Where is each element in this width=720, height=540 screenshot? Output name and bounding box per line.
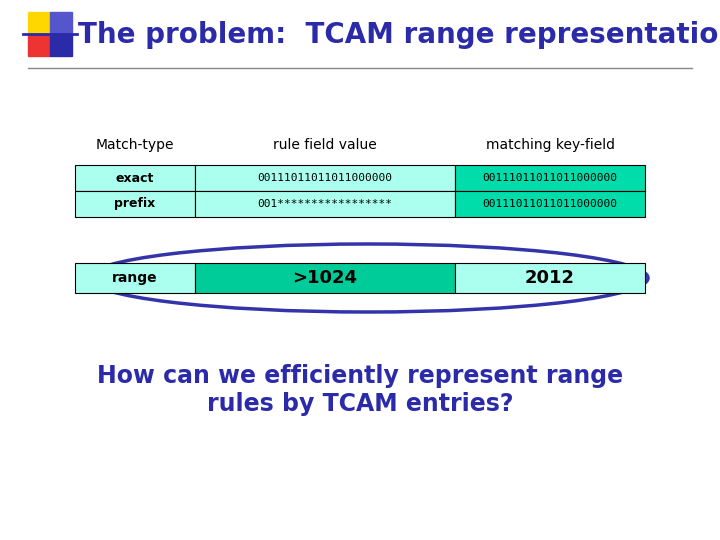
Text: 001*****************: 001***************** xyxy=(258,199,392,209)
Bar xyxy=(50,34,72,56)
Text: 2012: 2012 xyxy=(525,269,575,287)
Text: prefix: prefix xyxy=(114,198,156,211)
Bar xyxy=(455,263,645,293)
Text: >1024: >1024 xyxy=(292,269,358,287)
Bar xyxy=(28,12,50,34)
Text: Match-type: Match-type xyxy=(96,138,174,152)
Bar xyxy=(455,165,645,191)
Text: How can we efficiently represent range
rules by TCAM entries?: How can we efficiently represent range r… xyxy=(97,364,623,416)
Bar xyxy=(455,191,645,217)
Bar xyxy=(195,263,455,293)
Text: rule field value: rule field value xyxy=(273,138,377,152)
Text: exact: exact xyxy=(116,172,154,185)
Text: 00111011011011000000: 00111011011011000000 xyxy=(258,173,392,183)
Bar xyxy=(195,191,455,217)
Bar xyxy=(75,165,195,191)
Text: 00111011011011000000: 00111011011011000000 xyxy=(482,173,618,183)
Text: 00111011011011000000: 00111011011011000000 xyxy=(482,199,618,209)
Text: range: range xyxy=(112,271,158,285)
Bar xyxy=(75,191,195,217)
Bar xyxy=(195,165,455,191)
Bar xyxy=(28,34,50,56)
Bar xyxy=(75,263,195,293)
Bar xyxy=(50,12,72,34)
Text: The problem:  TCAM range representation: The problem: TCAM range representation xyxy=(78,21,720,49)
Text: matching key-field: matching key-field xyxy=(485,138,614,152)
